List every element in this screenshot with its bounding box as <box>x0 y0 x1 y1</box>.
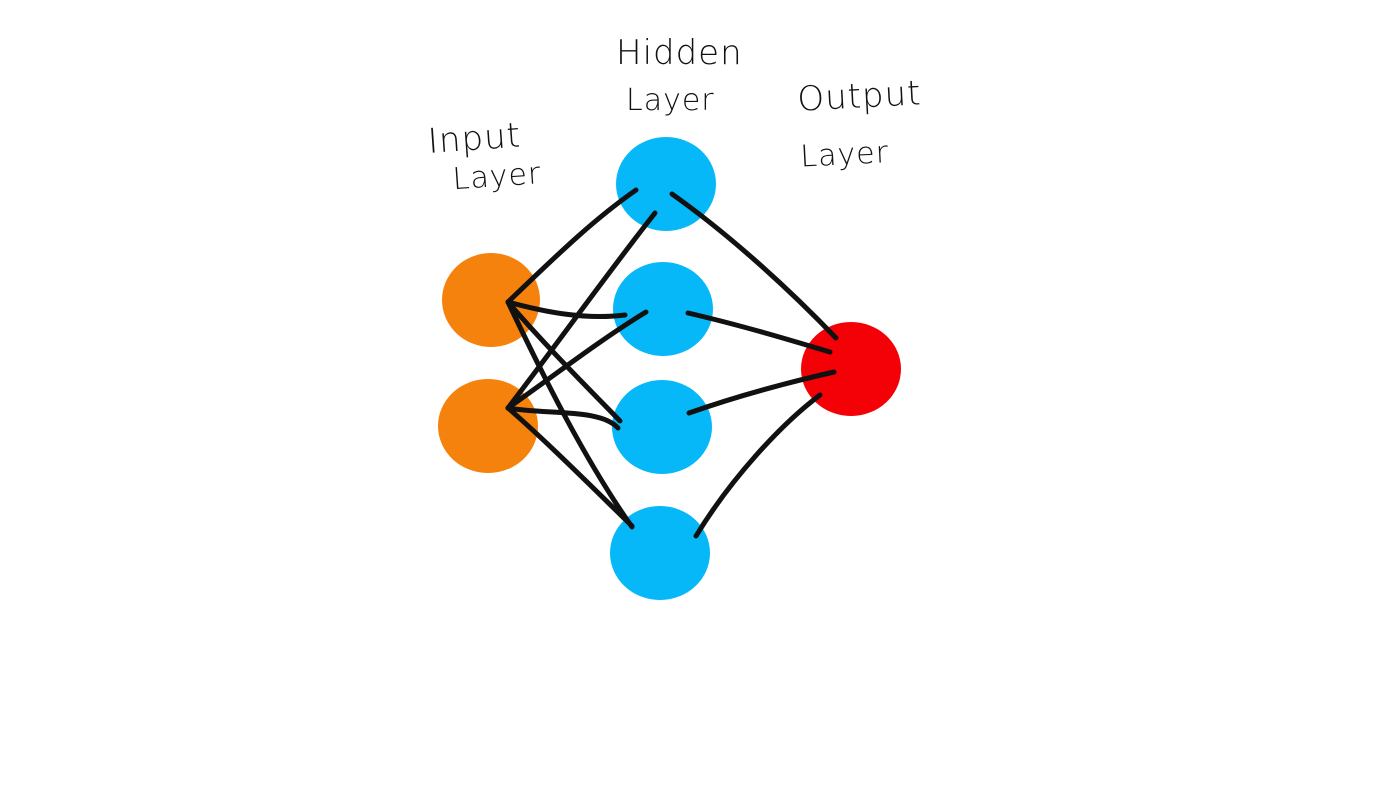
output-label-line2: Layer <box>799 135 889 175</box>
hidden-label-line1: Hidden <box>616 33 743 73</box>
input-label-line1: Input <box>427 115 523 161</box>
output-node <box>801 322 901 416</box>
edge-input1-hidden4 <box>505 299 635 530</box>
output-layer-label: Output Layer <box>796 73 922 175</box>
edge-input1-hidden3 <box>505 299 623 424</box>
input-label-line2: Layer <box>452 156 543 197</box>
edge-hidden3-output <box>686 369 837 416</box>
edge-input2-hidden2 <box>505 309 649 411</box>
edge-hidden4-output <box>693 392 823 539</box>
hidden-node-4 <box>610 506 710 600</box>
edge-input1-hidden2 <box>505 299 628 320</box>
hidden-layer-label: Hidden Layer <box>616 33 743 118</box>
edge-input2-hidden3 <box>505 405 621 431</box>
edge-hidden1-output <box>669 191 839 341</box>
input-node-2 <box>438 379 538 473</box>
output-label-line1: Output <box>796 73 922 119</box>
edge-input1-hidden1 <box>505 187 639 305</box>
edge-input2-hidden1 <box>505 210 658 411</box>
edge-input2-hidden4 <box>505 405 635 529</box>
input-layer-label: Input Layer <box>427 115 543 197</box>
hidden-node-3 <box>612 380 712 474</box>
hidden-label-line2: Layer <box>626 83 715 118</box>
hidden-node-2 <box>613 262 713 356</box>
edge-hidden2-output <box>685 310 833 355</box>
